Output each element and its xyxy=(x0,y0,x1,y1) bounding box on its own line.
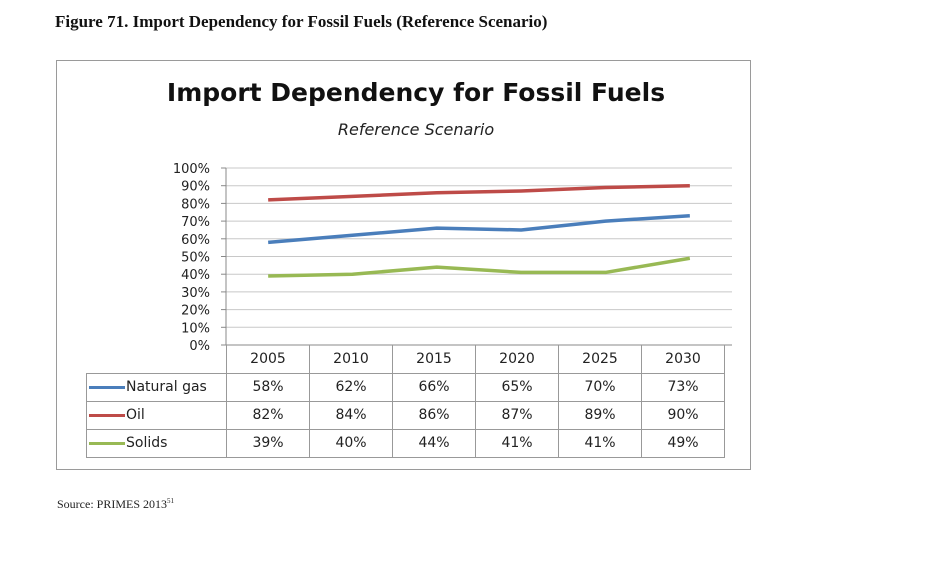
source-note: Source: PRIMES 201351 xyxy=(57,497,174,512)
year-header: 2025 xyxy=(558,345,642,374)
series-name: Solids xyxy=(126,435,168,451)
series-line-solids xyxy=(268,256,691,278)
y-tick-label: 90% xyxy=(181,180,210,195)
y-tick-label: 100% xyxy=(173,162,210,177)
table-header-row: 2005 2010 2015 2020 2025 2030 xyxy=(87,345,725,374)
data-label: 44% xyxy=(392,428,476,458)
data-label: 70% xyxy=(558,372,642,402)
data-label: 41% xyxy=(558,428,642,458)
data-label: 87% xyxy=(475,400,559,430)
data-label: 89% xyxy=(558,400,642,430)
data-table: 2005 2010 2015 2020 2025 2030 Natural ga… xyxy=(86,345,725,458)
series-line-oil xyxy=(268,183,690,202)
series-line-natural-gas xyxy=(268,214,690,245)
y-tick-label: 20% xyxy=(181,304,210,319)
legend-key xyxy=(89,413,125,417)
footnote-ref: 51 xyxy=(167,497,175,505)
legend-key xyxy=(89,441,125,445)
table-row: Oil 82% 84% 86% 87% 89% 90% xyxy=(86,400,725,430)
y-tick-label: 40% xyxy=(181,268,210,283)
y-tick-label: 80% xyxy=(181,197,210,212)
legend-cell: Natural gas xyxy=(86,372,227,402)
data-label: 90% xyxy=(641,400,725,430)
year-header: 2010 xyxy=(309,345,393,374)
data-label: 49% xyxy=(641,428,725,458)
data-label: 86% xyxy=(392,400,476,430)
data-label: 39% xyxy=(226,428,310,458)
data-label: 58% xyxy=(226,372,310,402)
year-header: 2005 xyxy=(226,345,310,374)
y-tick-label: 10% xyxy=(181,321,210,336)
y-tick-label: 0% xyxy=(189,339,210,354)
data-label: 73% xyxy=(641,372,725,402)
chart-title: Import Dependency for Fossil Fuels xyxy=(166,78,666,107)
data-label: 62% xyxy=(309,372,393,402)
source-text: Source: PRIMES 2013 xyxy=(57,497,168,511)
legend-key xyxy=(89,385,125,389)
legend-header-cell xyxy=(87,345,227,373)
data-label: 66% xyxy=(392,372,476,402)
chart-subtitle: Reference Scenario xyxy=(337,120,495,139)
data-label: 65% xyxy=(475,372,559,402)
y-tick-label: 60% xyxy=(181,233,210,248)
year-header: 2030 xyxy=(641,345,725,374)
chart-frame xyxy=(56,60,751,470)
table-row: Solids 39% 40% 44% 41% 41% 49% xyxy=(86,428,725,458)
figure-caption: Figure 71. Import Dependency for Fossil … xyxy=(55,12,548,31)
legend-cell: Solids xyxy=(86,428,227,458)
data-label: 40% xyxy=(309,428,393,458)
y-tick-label: 70% xyxy=(181,215,210,230)
y-tick-label: 50% xyxy=(181,251,210,266)
data-label: 41% xyxy=(475,428,559,458)
legend-cell: Oil xyxy=(86,400,227,430)
data-label: 84% xyxy=(309,400,393,430)
data-label: 82% xyxy=(226,400,310,430)
table-row: Natural gas 58% 62% 66% 65% 70% 73% xyxy=(86,372,725,402)
year-header: 2015 xyxy=(392,345,476,374)
series-name: Oil xyxy=(126,407,145,423)
y-tick-label: 30% xyxy=(181,286,210,301)
series-name: Natural gas xyxy=(126,379,207,395)
year-header: 2020 xyxy=(475,345,559,374)
